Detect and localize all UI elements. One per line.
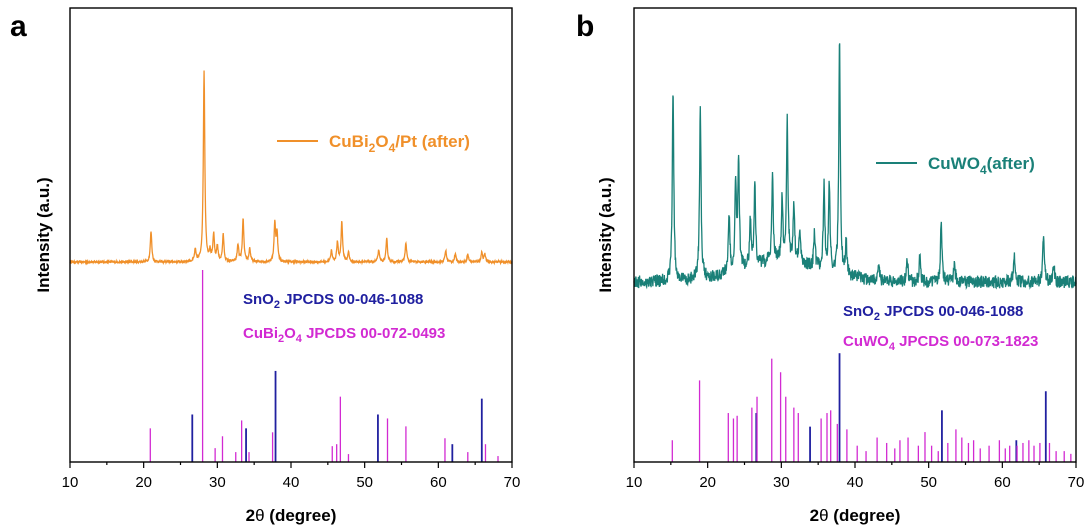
x-tick-label: 50 <box>920 474 937 491</box>
panel-a-legend-label: CuBi2O4/Pt (after) <box>329 132 470 155</box>
panel-a-letter: a <box>10 10 27 43</box>
x-tick-label: 60 <box>430 474 447 491</box>
panel-b-legend-label: CuWO4(after) <box>928 154 1035 177</box>
panel-a: a 10 20 30 40 50 60 70 Intensity (a.u.) 2θ (de… <box>10 7 521 525</box>
panel-b: b 10 20 30 40 50 60 70 Intensity (a.u.) 2θ (de… <box>576 7 1085 525</box>
x-tick-label: 40 <box>847 474 864 491</box>
panel-b-letter: b <box>576 10 594 43</box>
x-tick-label: 40 <box>283 474 300 491</box>
x-tick-label: 20 <box>699 474 716 491</box>
panel-a-pattern-line <box>69 70 513 266</box>
panel-a-sno2-reference-label: SnO2 JPCDS 00-046-1088 <box>243 291 423 311</box>
panel-b-sno2-reference-label: SnO2 JPCDS 00-046-1088 <box>843 303 1023 323</box>
x-tick-label: 10 <box>62 474 79 491</box>
panel-b-plot-frame <box>633 7 1077 463</box>
x-tick-label: 70 <box>1068 474 1085 491</box>
panel-a-x-ticks: 10 20 30 40 50 60 70 <box>62 462 521 491</box>
x-tick-label: 70 <box>504 474 521 491</box>
panel-a-cubi2o4-reference-label: CuBi2O4 JPCDS 00-072-0493 <box>243 325 445 345</box>
panel-b-x-axis-label: 2θ (degree) <box>810 506 901 525</box>
panel-a-x-axis-label: 2θ (degree) <box>246 506 337 525</box>
x-tick-label: 30 <box>209 474 226 491</box>
x-tick-label: 30 <box>773 474 790 491</box>
panel-a-plot-frame <box>69 7 513 463</box>
panel-b-x-ticks: 10 20 30 40 50 60 70 <box>626 462 1085 491</box>
panel-a-reference-lines <box>149 269 499 462</box>
panel-b-legend: CuWO4(after) <box>876 154 1035 177</box>
x-tick-label: 60 <box>994 474 1011 491</box>
panel-a-y-axis-label: Intensity (a.u.) <box>34 177 53 292</box>
panel-b-reference-lines <box>671 353 1072 462</box>
x-tick-label: 20 <box>135 474 152 491</box>
panel-b-y-axis-label: Intensity (a.u.) <box>596 177 615 292</box>
panel-b-cuwo4-reference-label: CuWO4 JPCDS 00-073-1823 <box>843 333 1038 353</box>
x-tick-label: 10 <box>626 474 643 491</box>
panel-b-pattern-line <box>633 43 1077 291</box>
panel-a-legend: CuBi2O4/Pt (after) <box>277 132 470 155</box>
x-tick-label: 50 <box>356 474 373 491</box>
